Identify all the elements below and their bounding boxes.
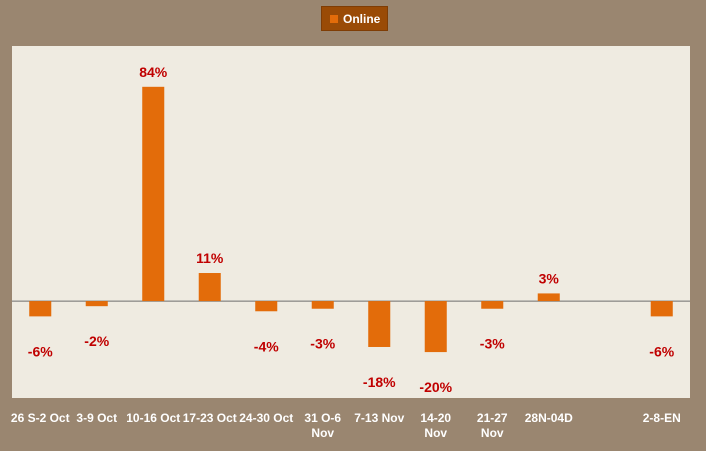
x-tick-label-5-line-0: 31 O-6	[304, 411, 341, 425]
data-label-6: -18%	[363, 374, 396, 390]
x-axis-tick-labels: 26 S-2 Oct 3-9 Oct 10-16 Oct 17-23 Oct 24-30…	[11, 411, 681, 440]
x-tick-label-1: 3-9 Oct	[76, 411, 117, 425]
x-tick-label-8-line-0: 21-27	[477, 411, 508, 425]
bar-5	[311, 301, 334, 309]
bar-2	[142, 86, 165, 302]
x-tick-label-5-line-1: Nov	[311, 426, 334, 440]
x-tick-label-8-line-1: Nov	[481, 426, 504, 440]
data-label-3: 11%	[196, 250, 224, 266]
legend: Online	[321, 6, 389, 31]
x-tick-label-3: 17-23 Oct	[183, 411, 237, 425]
data-label-8: -3%	[480, 336, 505, 352]
data-label-0: -6%	[28, 343, 53, 359]
data-label-4: -4%	[254, 338, 279, 354]
bar-3	[198, 273, 221, 302]
data-label-2: 84%	[139, 64, 168, 80]
bar-11	[650, 301, 673, 317]
legend-swatch-online	[330, 14, 338, 23]
x-tick-label-6: 7-13 Nov	[354, 411, 404, 425]
bar-8	[481, 301, 504, 309]
data-label-7: -20%	[419, 379, 452, 395]
bar-9	[537, 293, 560, 302]
x-tick-label-4: 24-30 Oct	[239, 411, 293, 425]
bar-4	[255, 301, 278, 312]
bar-7	[424, 301, 447, 353]
x-tick-label-7-line-1: Nov	[424, 426, 447, 440]
bar-0	[29, 301, 52, 317]
bars-layer	[29, 86, 673, 353]
plot-area	[12, 46, 690, 398]
x-tick-label-2: 10-16 Oct	[126, 411, 180, 425]
x-tick-label-7-line-0: 14-20	[420, 411, 451, 425]
data-label-9: 3%	[539, 270, 560, 286]
data-label-11: -6%	[649, 343, 674, 359]
bar-6	[368, 301, 391, 347]
bar-1	[85, 301, 108, 307]
data-label-5: -3%	[310, 336, 335, 352]
x-tick-label-11: 2-8-EN	[643, 411, 681, 425]
data-label-1: -2%	[84, 333, 109, 349]
legend-label-online: Online	[343, 11, 381, 26]
x-tick-label-9: 28N-04D	[525, 411, 573, 425]
x-tick-label-0: 26 S-2 Oct	[11, 411, 70, 425]
data-labels-layer: -6% -2% 84% 11% -4% -3% -18% -20% -3% 3% -6%	[28, 64, 675, 395]
